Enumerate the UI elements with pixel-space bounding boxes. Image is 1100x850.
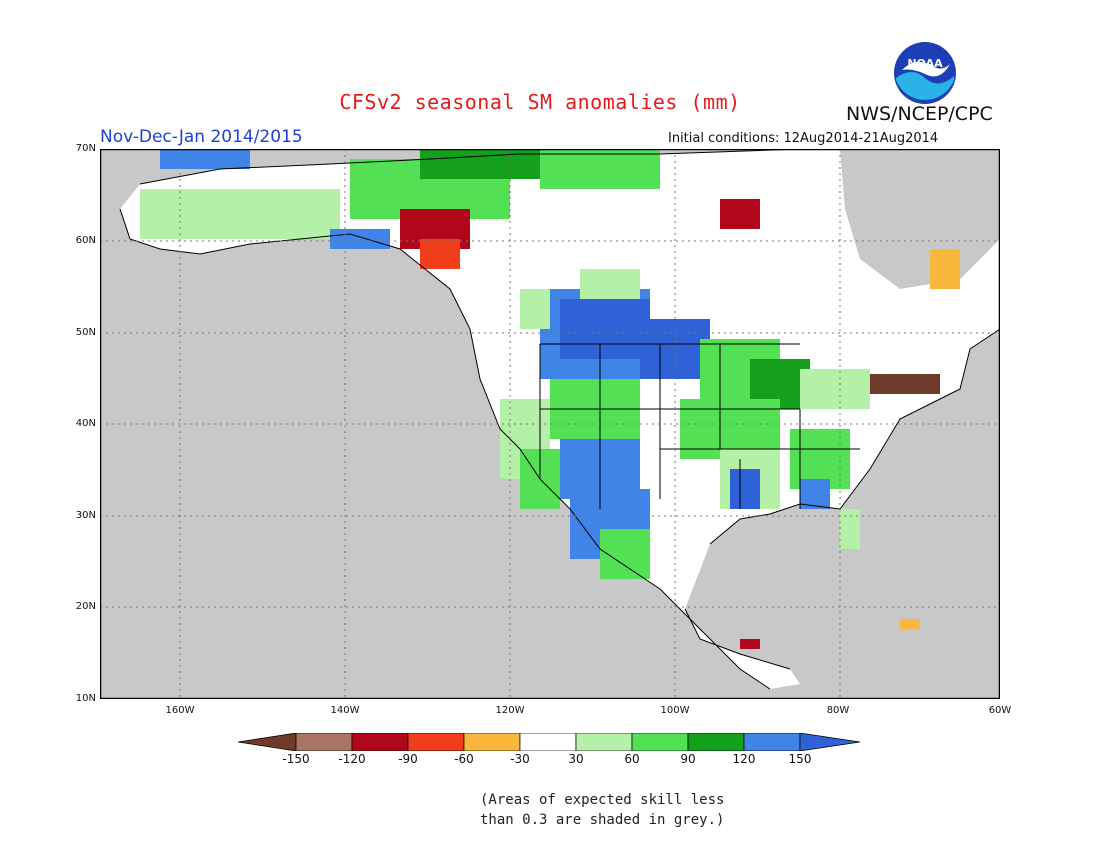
colorbar-bin-1 bbox=[295, 733, 353, 751]
grid-lines bbox=[100, 149, 1000, 699]
map-plot bbox=[100, 149, 1000, 699]
colorbar-bin-7 bbox=[631, 733, 689, 751]
colorbar-bin-9 bbox=[743, 733, 801, 751]
lat-label-20n: 20N bbox=[75, 601, 96, 612]
map-title: CFSv2 seasonal SM anomalies (mm) bbox=[339, 90, 741, 114]
lat-label-70n: 70N bbox=[75, 143, 96, 154]
initial-conditions-label: Initial conditions: 12Aug2014-21Aug2014 bbox=[668, 131, 939, 146]
noaa-logo: NOAA bbox=[894, 42, 956, 104]
agency-label: NWS/NCEP/CPC bbox=[846, 103, 993, 125]
noaa-logo-text: NOAA bbox=[907, 57, 943, 70]
lon-label-80w: 80W bbox=[826, 705, 850, 716]
lat-label-60n: 60N bbox=[75, 235, 96, 246]
lat-label-30n: 30N bbox=[75, 510, 96, 521]
lon-label-160w: 160W bbox=[165, 705, 195, 716]
colorbar-label-30: 30 bbox=[568, 752, 584, 766]
lat-label-10n: 10N bbox=[75, 693, 96, 704]
lat-label-40n: 40N bbox=[75, 418, 96, 429]
lon-label-60w: 60W bbox=[988, 705, 1012, 716]
colorbar-bin-6 bbox=[575, 733, 633, 751]
colorbar bbox=[238, 733, 861, 751]
colorbar-label-60: 60 bbox=[624, 752, 640, 766]
lon-label-140w: 140W bbox=[330, 705, 360, 716]
colorbar-bin-2 bbox=[351, 733, 409, 751]
colorbar-label-90: 90 bbox=[680, 752, 696, 766]
lat-label-50n: 50N bbox=[75, 327, 96, 338]
period-label: Nov-Dec-Jan 2014/2015 bbox=[100, 127, 303, 147]
colorbar-bin-5 bbox=[519, 733, 577, 751]
colorbar-bin-8 bbox=[687, 733, 745, 751]
footnote-line-2: than 0.3 are shaded in grey.) bbox=[480, 812, 725, 828]
colorbar-label-neg30: -30 bbox=[510, 752, 530, 766]
colorbar-label-150: 150 bbox=[788, 752, 812, 766]
lon-label-100w: 100W bbox=[660, 705, 690, 716]
colorbar-label-neg60: -60 bbox=[454, 752, 474, 766]
colorbar-label-120: 120 bbox=[732, 752, 756, 766]
colorbar-label-neg120: -120 bbox=[338, 752, 366, 766]
colorbar-upper-arrow bbox=[799, 733, 861, 751]
colorbar-label-neg90: -90 bbox=[398, 752, 418, 766]
footnote-line-1: (Areas of expected skill less bbox=[480, 792, 725, 808]
map-frame bbox=[100, 149, 1000, 699]
colorbar-bin-3 bbox=[407, 733, 465, 751]
colorbar-lower-arrow bbox=[238, 733, 297, 751]
lon-label-120w: 120W bbox=[495, 705, 525, 716]
colorbar-bin-4 bbox=[463, 733, 521, 751]
colorbar-label-neg150: -150 bbox=[282, 752, 310, 766]
